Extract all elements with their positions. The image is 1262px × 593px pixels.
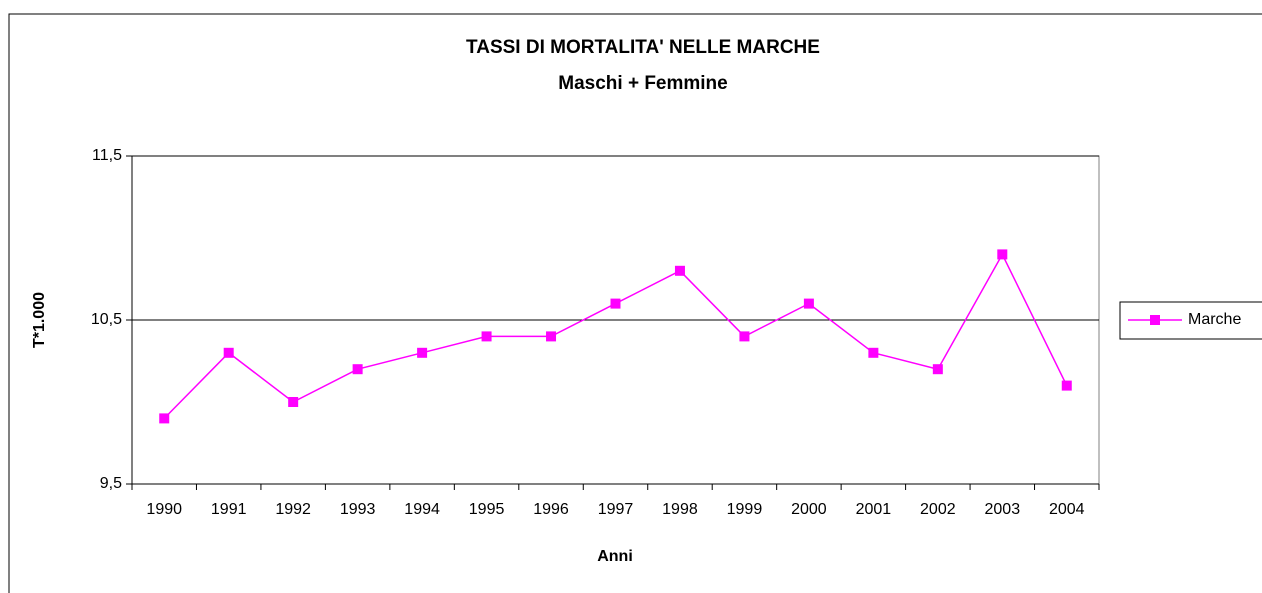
chart-subtitle: Maschi + Femmine	[558, 73, 727, 94]
x-tick-label: 1998	[662, 501, 698, 518]
x-tick-label: 1994	[404, 501, 440, 518]
x-tick-label: 2000	[791, 501, 827, 518]
legend-label: Marche	[1188, 311, 1241, 328]
data-point	[803, 298, 814, 309]
x-tick-label: 2004	[1049, 501, 1085, 518]
data-point	[546, 331, 557, 342]
y-tick-label: 9,5	[100, 475, 122, 492]
chart-title: TASSI DI MORTALITA' NELLE MARCHE	[466, 37, 820, 58]
data-point	[481, 331, 492, 342]
data-point	[868, 347, 879, 358]
x-tick-label: 1999	[727, 501, 763, 518]
x-tick-label: 1993	[340, 501, 376, 518]
x-tick-label: 1991	[211, 501, 247, 518]
y-axis-title: T*1.000	[31, 292, 48, 348]
chart-border	[8, 13, 1262, 593]
data-point	[932, 364, 943, 375]
data-point	[610, 298, 621, 309]
legend-marker	[1150, 315, 1160, 325]
data-point	[1061, 380, 1072, 391]
x-tick-label: 1995	[469, 501, 505, 518]
data-point	[223, 347, 234, 358]
data-point	[352, 364, 363, 375]
x-tick-label: 2001	[856, 501, 892, 518]
data-point	[288, 397, 299, 407]
x-tick-label: 1990	[146, 501, 182, 518]
data-point	[159, 413, 170, 424]
data-point	[674, 265, 685, 276]
x-tick-label: 2002	[920, 501, 956, 518]
data-point	[417, 347, 428, 358]
x-tick-label: 1997	[598, 501, 634, 518]
data-point	[739, 331, 750, 342]
y-tick-label: 11,5	[92, 147, 122, 164]
x-tick-label: 1992	[275, 501, 311, 518]
data-point	[997, 249, 1008, 260]
x-tick-label: 2003	[985, 501, 1021, 518]
x-tick-label: 1996	[533, 501, 569, 518]
y-tick-label: 10,5	[91, 311, 122, 328]
x-axis-title: Anni	[597, 548, 633, 565]
